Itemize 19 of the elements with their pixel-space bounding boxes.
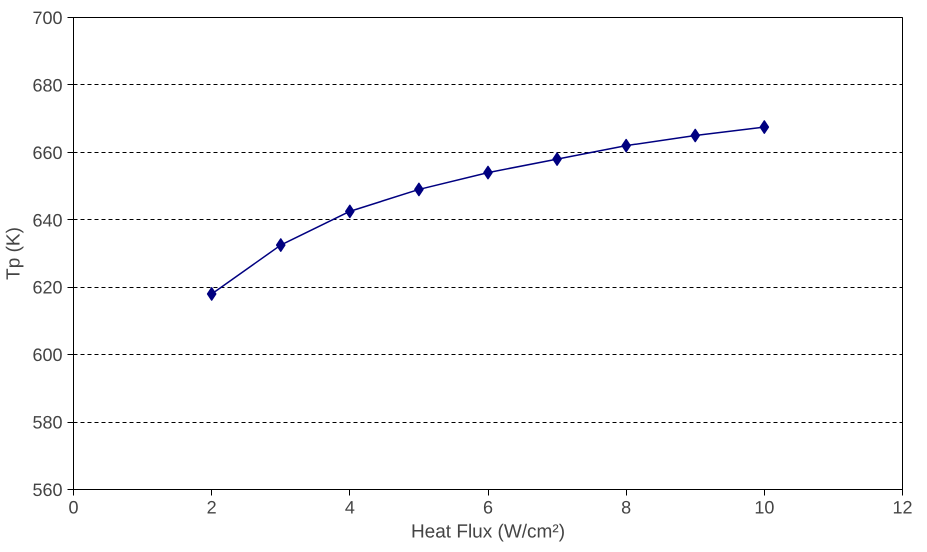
y-tick-label: 600 xyxy=(32,345,63,366)
y-tick-label: 560 xyxy=(32,480,63,500)
point xyxy=(690,128,700,142)
x-tick-label: 6 xyxy=(482,498,494,518)
x-tick-label: 10 xyxy=(754,498,774,518)
x-tick-label: 2 xyxy=(206,498,217,518)
y-tick-label: 620 xyxy=(32,278,63,298)
point xyxy=(276,238,286,252)
y-tick-label: 680 xyxy=(32,75,63,96)
y-tick-label: 640 xyxy=(32,210,63,230)
x-tick-label: 8 xyxy=(621,498,632,518)
y-axis-title: Tp (K) xyxy=(3,227,24,280)
y-tick-label: 660 xyxy=(32,142,63,163)
y-tick-label: 700 xyxy=(32,8,63,28)
x-tick-label: 4 xyxy=(344,498,355,518)
x-tick-label: 0 xyxy=(68,498,79,518)
x-tick-label: 12 xyxy=(892,498,913,518)
y-tick-label: 580 xyxy=(32,412,63,433)
x-axis-title: Heat Flux (W/cm²) xyxy=(410,522,566,542)
